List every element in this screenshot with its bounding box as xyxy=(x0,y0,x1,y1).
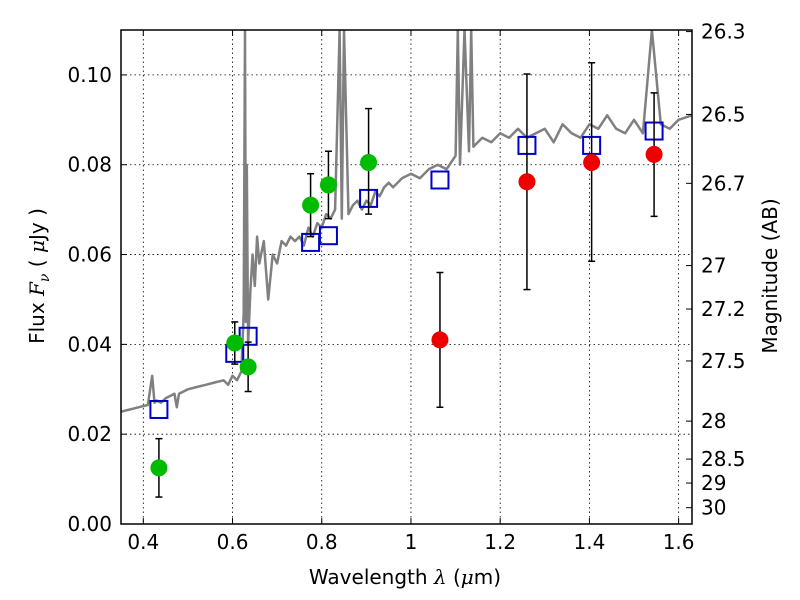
y-tick-label: 0.06 xyxy=(67,243,112,267)
model-square-point xyxy=(430,170,450,190)
y-tick-label: 0.00 xyxy=(67,512,112,536)
x-tick-label: 0.4 xyxy=(127,530,159,554)
x-tick-label: 1 xyxy=(405,530,418,554)
x-tick-label: 1.2 xyxy=(484,530,516,554)
y2-tick-label: 27.2 xyxy=(701,297,746,321)
y-tick-label: 0.10 xyxy=(67,63,112,87)
y-axis-title: Flux Fν ( μJy ) xyxy=(25,208,53,344)
spectrum-line xyxy=(121,30,692,413)
y-tick-label: 0.08 xyxy=(67,153,112,177)
grid xyxy=(121,30,692,525)
plot-frame xyxy=(120,29,693,525)
y2-tick-label: 26.7 xyxy=(701,171,746,195)
y2-tick-label: 26.5 xyxy=(701,102,746,126)
y2-axis-title: Magnitude (AB) xyxy=(758,198,782,353)
green-data-point xyxy=(226,334,244,352)
green-data-point xyxy=(319,176,337,194)
markers-layer xyxy=(149,62,664,498)
ticks: 0.4 0.6 0.8 1 1.2 1.4 1.6 0.00 0.02 0.04 0.06 0.08 0… xyxy=(67,20,745,554)
x-tick-label: 1.4 xyxy=(573,530,605,554)
y2-tick-label: 27 xyxy=(701,254,726,278)
x-tick-label: 1.6 xyxy=(663,530,695,554)
model-square-point xyxy=(149,399,169,419)
x-tick-label: 0.6 xyxy=(217,530,249,554)
y2-tick-label: 28.5 xyxy=(701,447,746,471)
x-tick-label: 0.8 xyxy=(306,530,338,554)
red-data-point xyxy=(431,331,449,349)
green-data-point xyxy=(239,358,257,376)
y2-tick-label: 28 xyxy=(701,409,726,433)
y2-tick-label: 30 xyxy=(701,496,726,520)
red-data-point xyxy=(583,153,601,171)
model-square-point xyxy=(318,226,338,246)
green-data-point xyxy=(150,459,168,477)
red-data-point xyxy=(645,145,663,163)
green-data-point xyxy=(360,153,378,171)
y-tick-label: 0.04 xyxy=(67,332,112,356)
y2-tick-label: 26.3 xyxy=(701,20,746,44)
spectrum-line-layer xyxy=(121,30,692,413)
x-axis-title: Wavelength λ (μm) xyxy=(309,565,501,589)
y2-tick-label: 29 xyxy=(701,471,726,495)
y2-tick-label: 27.5 xyxy=(701,349,746,373)
red-data-point xyxy=(518,173,536,191)
green-data-point xyxy=(302,196,320,214)
y-tick-label: 0.02 xyxy=(67,422,112,446)
